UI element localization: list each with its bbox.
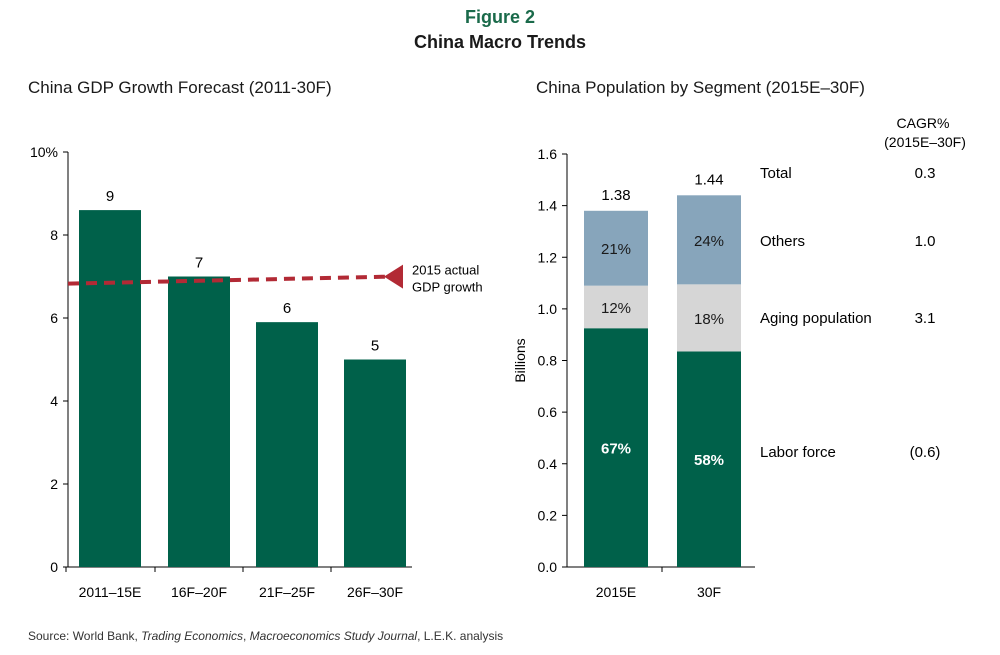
legend-row-name: Others bbox=[760, 233, 805, 250]
pop-y-tick-label: 1.6 bbox=[538, 146, 558, 162]
gdp-bar bbox=[344, 359, 406, 567]
pop-y-tick-label: 0.8 bbox=[538, 353, 558, 369]
pop-y-tick-label: 1.2 bbox=[538, 249, 558, 265]
legend-row-cagr: 3.1 bbox=[915, 310, 936, 327]
gdp-bar bbox=[256, 322, 318, 567]
pop-bar-segment-labor-force bbox=[677, 351, 741, 567]
source-suffix: , L.E.K. analysis bbox=[417, 629, 504, 643]
source-italic-1: Trading Economics bbox=[141, 629, 243, 643]
legend-row-cagr: (0.6) bbox=[910, 444, 941, 461]
pop-bar-segment-labor-force bbox=[584, 328, 648, 567]
gdp-y-tick-label: 8 bbox=[50, 227, 58, 243]
pop-segment-label: 67% bbox=[601, 441, 631, 458]
legend-row-cagr: 0.3 bbox=[915, 165, 936, 182]
gdp-chart-title: China GDP Growth Forecast (2011-30F) bbox=[28, 78, 332, 97]
pop-bar-segment-aging-population bbox=[677, 284, 741, 352]
legend-row-cagr: 1.0 bbox=[915, 233, 936, 250]
pop-y-tick-label: 1.0 bbox=[538, 301, 558, 317]
pop-bar-segment-others bbox=[677, 195, 741, 285]
source-sep: , bbox=[243, 629, 250, 643]
gdp-reference-arrowhead bbox=[384, 264, 403, 289]
pop-x-tick-label: 2015E bbox=[596, 584, 636, 600]
gdp-y-tick-label: 2 bbox=[50, 476, 58, 492]
gdp-bar-data-label: 5 bbox=[371, 338, 379, 355]
pop-segment-label: 21% bbox=[601, 241, 631, 258]
legend-row-name: Aging population bbox=[760, 310, 872, 327]
gdp-y-tick-label: 10% bbox=[30, 144, 58, 160]
pop-y-tick-label: 0.4 bbox=[538, 456, 558, 472]
pop-y-tick-label: 1.4 bbox=[538, 198, 558, 214]
gdp-y-tick-label: 4 bbox=[50, 393, 58, 409]
gdp-bar bbox=[168, 276, 230, 567]
source-italic-2: Macroeconomics Study Journal bbox=[249, 629, 418, 643]
gdp-y-tick-label: 6 bbox=[50, 310, 58, 326]
pop-y-tick-label: 0.6 bbox=[538, 404, 558, 420]
gdp-bar bbox=[79, 210, 141, 567]
figure-label: Figure 2 bbox=[464, 7, 535, 27]
pop-total-label: 1.38 bbox=[601, 187, 630, 204]
gdp-bar-data-label: 7 bbox=[195, 255, 203, 272]
gdp-x-tick-label: 2011–15E bbox=[79, 584, 142, 600]
cagr-header-line-1: CAGR% bbox=[897, 115, 950, 131]
gdp-reference-label: 2015 actual bbox=[412, 263, 479, 278]
figure-title: China Macro Trends bbox=[413, 32, 587, 52]
gdp-x-tick-label: 16F–20F bbox=[171, 584, 227, 600]
pop-segment-label: 24% bbox=[694, 233, 724, 250]
pop-y-axis-title: Billions bbox=[512, 338, 528, 382]
pop-segment-label: 12% bbox=[601, 300, 631, 317]
gdp-y-tick-label: 0 bbox=[50, 559, 58, 575]
gdp-x-tick-label: 26F–30F bbox=[347, 584, 403, 600]
pop-bar-segment-others bbox=[584, 210, 648, 286]
pop-segment-label: 18% bbox=[694, 311, 724, 328]
pop-bar-segment-aging-population bbox=[584, 285, 648, 329]
population-chart-title: China Population by Segment (2015E–30F) bbox=[536, 78, 865, 97]
source-note: Source: World Bank, Trading Economics, M… bbox=[28, 629, 503, 643]
pop-y-tick-label: 0.2 bbox=[538, 507, 558, 523]
gdp-bar-data-label: 9 bbox=[106, 188, 114, 205]
source-prefix: Source: World Bank, bbox=[28, 629, 142, 643]
gdp-reference-label: GDP growth bbox=[412, 280, 483, 295]
pop-segment-label: 58% bbox=[694, 452, 724, 469]
pop-y-tick-label: 0.0 bbox=[538, 559, 558, 575]
pop-total-label: 1.44 bbox=[694, 171, 723, 188]
cagr-header-line-2: (2015E–30F) bbox=[884, 134, 966, 150]
pop-x-tick-label: 30F bbox=[697, 584, 721, 600]
legend-row-name: Total bbox=[760, 165, 792, 182]
gdp-bar-data-label: 6 bbox=[283, 300, 291, 317]
gdp-x-tick-label: 21F–25F bbox=[259, 584, 315, 600]
legend-row-name: Labor force bbox=[760, 444, 836, 461]
